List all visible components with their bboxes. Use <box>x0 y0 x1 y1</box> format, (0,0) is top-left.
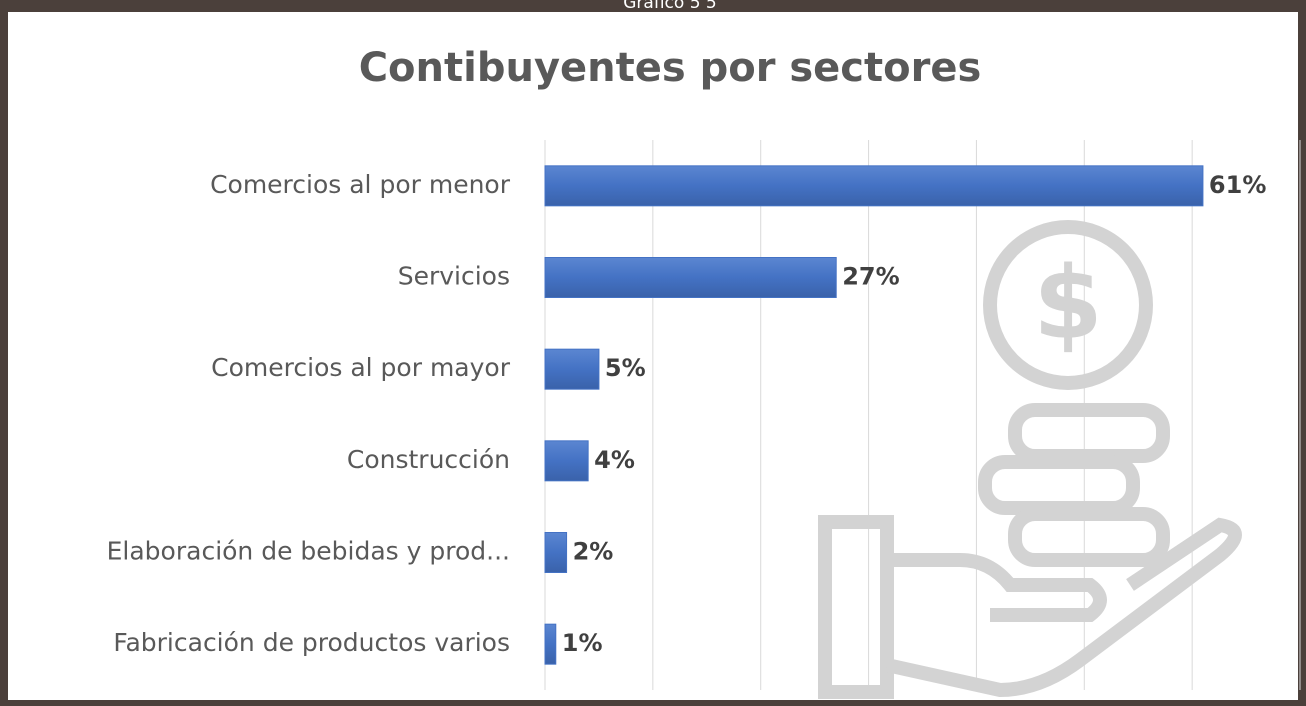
data-label: 61% <box>1209 171 1266 199</box>
category-label: Construcción <box>347 445 510 474</box>
watermark-dollar: $ <box>1033 244 1103 361</box>
bar <box>544 623 557 665</box>
bar <box>544 257 837 298</box>
category-label: Fabricación de productos varios <box>113 628 510 657</box>
bar <box>544 532 568 573</box>
category-label: Elaboración de bebidas y prod... <box>107 537 510 566</box>
caption: Gráfico 5 5 <box>623 0 716 13</box>
bar <box>544 440 589 482</box>
chart-title: Contibuyentes por sectores <box>359 45 982 91</box>
data-label: 1% <box>562 629 603 657</box>
data-label: 4% <box>594 446 635 474</box>
plot: Comercios al por menor 61% Servicios 27% Com… <box>107 165 1266 665</box>
data-label: 2% <box>573 538 614 566</box>
category-label: Servicios <box>398 262 510 291</box>
data-label: 5% <box>605 354 646 382</box>
bar <box>544 165 1204 207</box>
watermark-icon <box>818 220 1242 699</box>
category-label: Comercios al por menor <box>210 170 511 199</box>
data-label: 27% <box>842 263 899 291</box>
bar <box>544 348 600 390</box>
category-label: Comercios al por mayor <box>211 353 511 382</box>
